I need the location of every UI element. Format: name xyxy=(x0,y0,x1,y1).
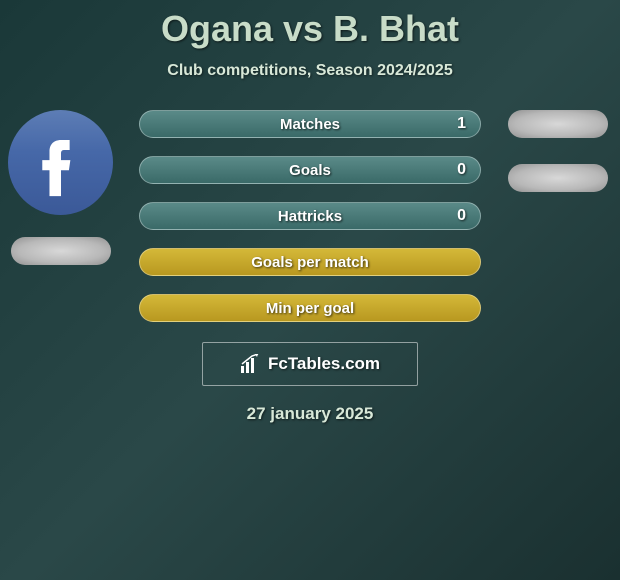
stat-value: 1 xyxy=(457,115,466,133)
stat-bar-goals-per-match: Goals per match xyxy=(139,248,481,276)
footer-date: 27 january 2025 xyxy=(0,404,620,424)
player-right-pill-1 xyxy=(508,110,608,138)
player-right-column xyxy=(508,110,608,192)
player-right-pill-2 xyxy=(508,164,608,192)
stat-label: Goals per match xyxy=(251,254,369,271)
facebook-icon xyxy=(25,127,97,199)
stat-label: Min per goal xyxy=(266,300,354,317)
stat-bar-goals: Goals 0 xyxy=(139,156,481,184)
stat-bars: Matches 1 Goals 0 Hattricks 0 Goals per … xyxy=(139,110,481,322)
chart-icon xyxy=(240,354,262,374)
stat-bar-hattricks: Hattricks 0 xyxy=(139,202,481,230)
player-left-avatar xyxy=(8,110,113,215)
stat-label: Matches xyxy=(280,116,340,133)
player-left-name-pill xyxy=(11,237,111,265)
stat-bar-matches: Matches 1 xyxy=(139,110,481,138)
comparison-content: Matches 1 Goals 0 Hattricks 0 Goals per … xyxy=(0,110,620,424)
stat-bar-min-per-goal: Min per goal xyxy=(139,294,481,322)
page-subtitle: Club competitions, Season 2024/2025 xyxy=(0,62,620,80)
branding-text: FcTables.com xyxy=(268,354,380,374)
stat-label: Hattricks xyxy=(278,208,342,225)
page-title: Ogana vs B. Bhat xyxy=(0,0,620,50)
stat-value: 0 xyxy=(457,161,466,179)
player-left-column xyxy=(8,110,113,265)
branding-box: FcTables.com xyxy=(202,342,418,386)
stat-value: 0 xyxy=(457,207,466,225)
stat-label: Goals xyxy=(289,162,331,179)
